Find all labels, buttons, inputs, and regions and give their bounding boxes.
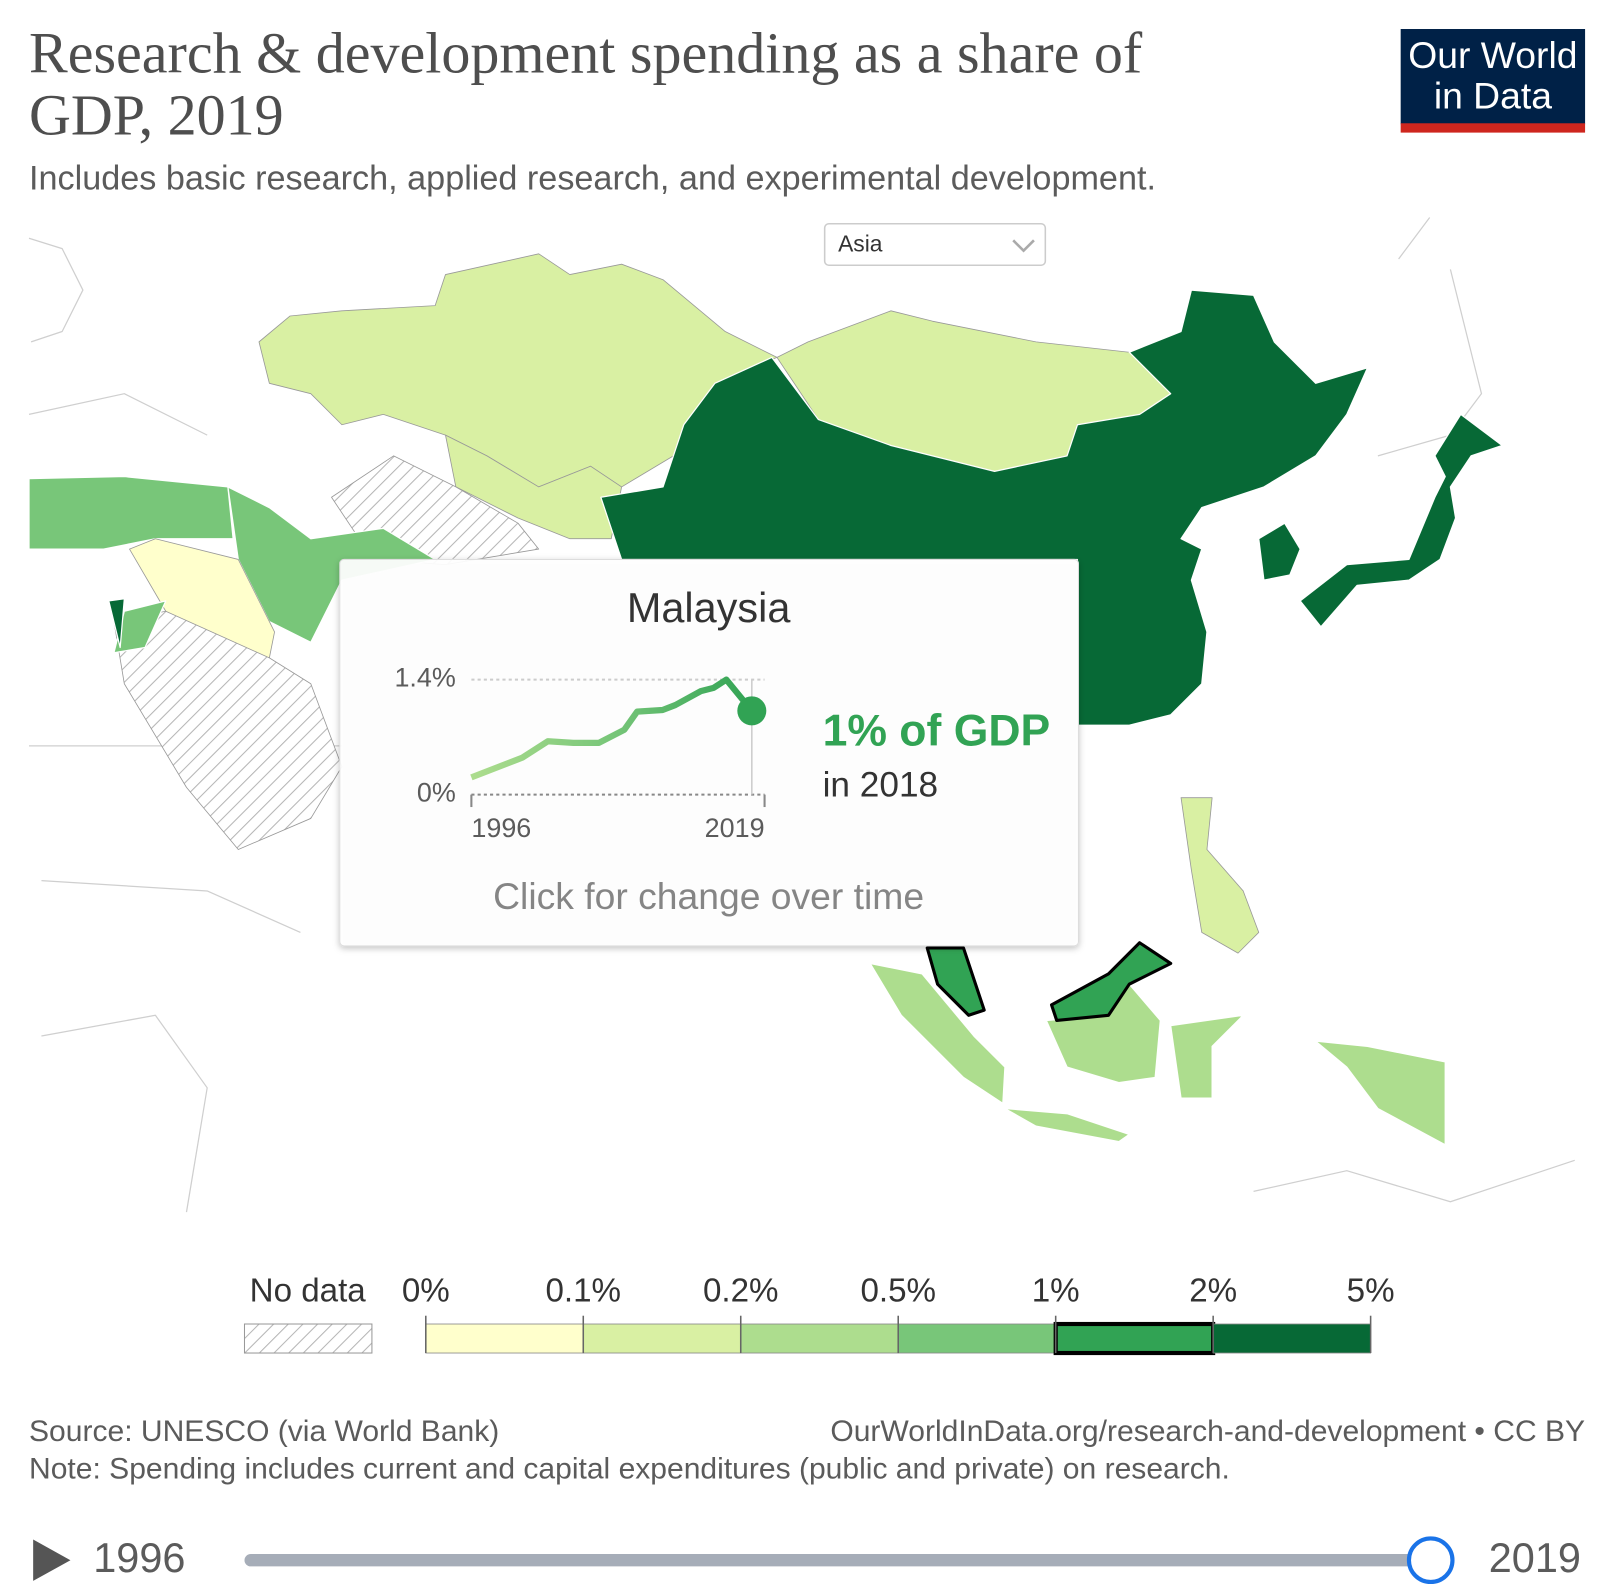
timeline-end: 2019 — [1489, 1534, 1581, 1581]
selector-value: Asia — [838, 231, 883, 257]
legend-bin — [1212, 1323, 1372, 1354]
country — [1258, 522, 1301, 581]
tooltip-hint[interactable]: Click for change over time — [493, 875, 924, 917]
subtitle: Includes basic research, applied researc… — [29, 158, 1156, 197]
legend-label: 0.2% — [703, 1273, 779, 1310]
country — [1170, 1014, 1244, 1099]
logo[interactable]: Our World in Data — [1400, 29, 1586, 133]
source: Source: UNESCO (via World Bank) — [29, 1415, 500, 1449]
y-tick-label: 0% — [417, 778, 456, 808]
timeline-handle[interactable] — [1406, 1536, 1455, 1585]
country — [108, 598, 125, 649]
play-button[interactable] — [33, 1539, 71, 1581]
country — [1315, 1040, 1446, 1146]
legend-label: 2% — [1189, 1273, 1237, 1310]
x-tick-label: 2019 — [705, 813, 765, 843]
x-tick-label: 1996 — [471, 813, 531, 843]
legend-label: 0.1% — [545, 1273, 621, 1310]
sparkline-dot — [737, 696, 767, 726]
legend-bin — [425, 1323, 584, 1354]
legend-label: 0.5% — [860, 1273, 936, 1310]
y-tick-label: 1.4% — [394, 663, 455, 693]
legend-bin — [1053, 1321, 1216, 1356]
country — [1299, 413, 1503, 628]
country — [1004, 1107, 1130, 1143]
tooltip-time: in 2018 — [823, 766, 939, 805]
legend-label: 5% — [1347, 1273, 1395, 1310]
legend-bin — [740, 1323, 899, 1354]
country — [28, 475, 234, 550]
title: Research & development spending as a sha… — [29, 21, 1143, 149]
legend-label: No data — [250, 1273, 367, 1310]
no-data-swatch — [243, 1323, 373, 1354]
logo-line: Our World — [1408, 34, 1577, 76]
region-selector[interactable]: Asia — [823, 222, 1047, 266]
legend: No data 0% 0.1% 0.2% 0.5% 1% 2% 5% — [243, 1273, 1395, 1356]
country — [113, 610, 343, 850]
timeline: 1996 2019 — [33, 1534, 1581, 1585]
legend-label: 1% — [1032, 1273, 1080, 1310]
tooltip-value: 1% of GDP — [823, 706, 1051, 755]
country — [113, 600, 167, 654]
country — [600, 289, 1369, 726]
timeline-track[interactable] — [244, 1554, 1431, 1567]
highlighted-country — [925, 941, 1173, 1023]
url[interactable]: OurWorldInData.org/research-and-developm… — [830, 1415, 1586, 1449]
map[interactable] — [28, 217, 1575, 1213]
country — [1180, 797, 1260, 954]
legend-bin — [897, 1323, 1057, 1354]
note: Note: Spending includes current and capi… — [29, 1452, 1230, 1486]
country — [869, 962, 1006, 1104]
tooltip-title: Malaysia — [627, 584, 791, 631]
sparkline — [470, 676, 755, 781]
logo-line: in Data — [1434, 74, 1552, 116]
legend-bin — [582, 1323, 742, 1354]
tooltip: Malaysia 1% of GDP in 2018 Click for cha… — [339, 558, 1079, 947]
timeline-start: 1996 — [93, 1534, 185, 1581]
legend-label: 0% — [402, 1273, 450, 1310]
